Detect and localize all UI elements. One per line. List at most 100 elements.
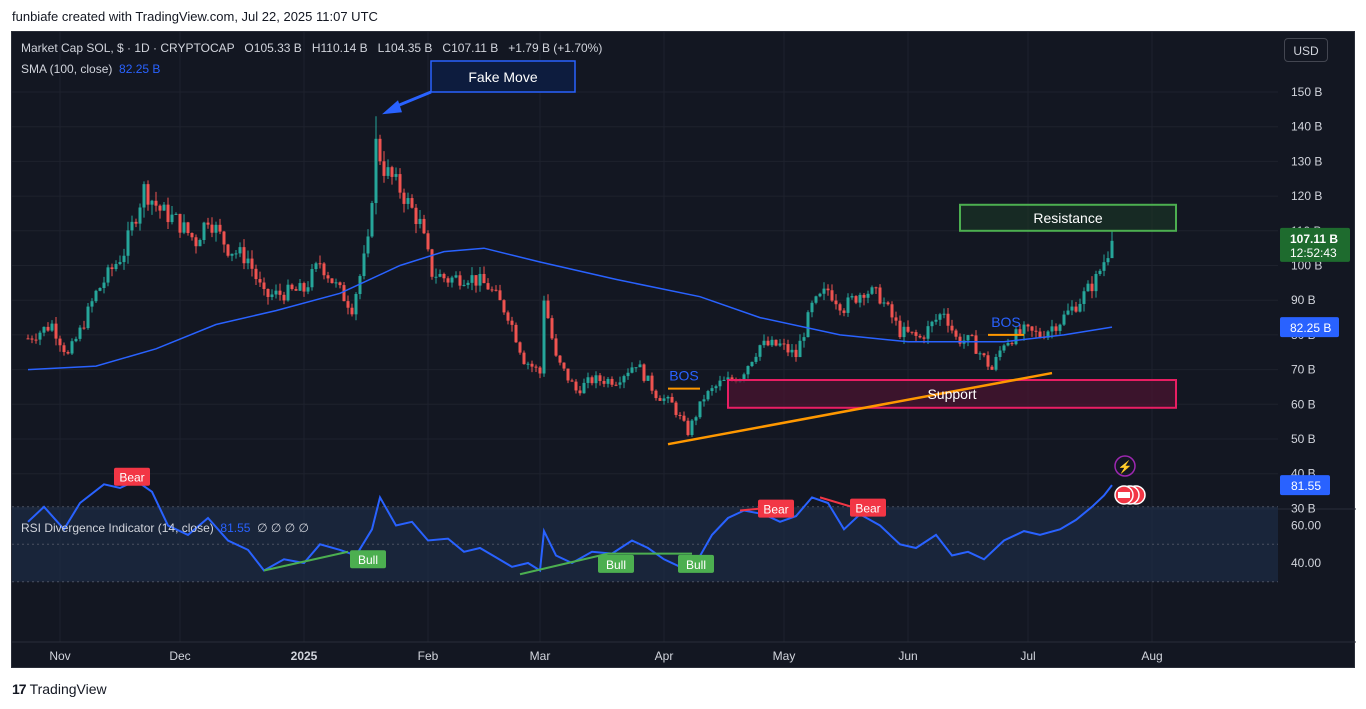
candle-body [566,368,570,381]
candle-body [306,287,310,292]
sma-label: SMA (100, close) [21,62,113,76]
candle-body [362,253,366,277]
chart-frame[interactable]: Resistance Support BOS BOS Fake Move ⚡ 150 B 14… [11,31,1356,669]
candle-body [274,290,278,295]
candle-body [1074,306,1078,312]
candle-body [898,320,902,338]
candle-body [718,380,722,387]
candle-body [326,275,330,279]
candle-body [646,375,650,381]
candle-body [310,269,314,288]
candle-body [514,324,518,343]
candle-body [426,233,430,250]
candle-body [210,224,214,233]
fake-move-box [430,60,576,93]
divergence-text: Bear [855,502,880,516]
candle-body [886,302,890,305]
candle-body [1034,330,1038,332]
candle-body [638,364,642,368]
candle-body [694,417,698,421]
symbol-name: Market Cap SOL, $ · 1D · CRYPTOCAP [21,41,235,55]
candle-body [190,232,194,238]
candle-body [786,344,790,353]
candle-body [958,336,962,344]
divergence-tag [678,554,714,573]
candle-body [714,386,718,389]
candle-body [710,388,714,392]
divergence-tag [350,550,386,569]
candle-body [1002,345,1006,351]
candle-body [270,294,274,297]
candle-body [222,231,226,245]
rsi-tick-label: 60.00 [1291,519,1321,533]
candle-body [50,323,54,331]
candle-body [806,312,810,338]
candle-body [294,289,298,291]
divergence-tag [850,498,886,517]
candle-body [46,326,50,331]
current-price-badge [1280,227,1350,262]
candle-body [1010,343,1014,345]
currency-button[interactable]: USD [1284,38,1328,62]
fake-move-label: Fake Move [468,69,537,85]
price-chart[interactable]: Resistance Support BOS BOS Fake Move ⚡ 150 B 14… [12,32,1356,669]
bull-label: Bull [350,550,386,569]
support-zone [727,379,1177,409]
candle-body [654,390,658,399]
divergence-tag [758,499,794,518]
candle-body [842,310,846,313]
candle-body [174,213,178,215]
candle-body [158,205,162,211]
candle-body [1086,283,1090,292]
candle-body [430,249,434,277]
candle-body [870,287,874,294]
candle-body [74,338,78,342]
sma-legend: SMA (100, close) 82.25 B [21,62,160,76]
time-tick-label: Apr [655,649,674,663]
candle-body [762,340,766,346]
candle-body [862,294,866,298]
candle-body [266,288,270,297]
candle-body [834,300,838,305]
candle-body [934,319,938,322]
candle-body [930,321,934,327]
candle-body [986,355,990,367]
candle-body [510,320,514,325]
candle-body [754,356,758,362]
candle-body [766,340,770,346]
candle-body [466,282,470,285]
candle-body [970,335,974,337]
candle-body [1110,240,1114,259]
candle-body [570,380,574,382]
bull-label: Bull [598,554,634,573]
candle-body [658,398,662,401]
candle-body [538,367,542,374]
candle-body [662,398,666,401]
candle-body [674,402,678,415]
candle-body [1022,324,1026,334]
candle-body [1090,283,1094,292]
candle-body [850,296,854,298]
candle-body [614,384,618,386]
candle-body [154,200,158,206]
candle-body [1018,329,1022,334]
candle-body [810,302,814,313]
price-tick-label: 140 B [1291,120,1322,134]
time-tick-label: May [773,649,796,663]
candle-body [774,339,778,346]
candle-body [830,290,834,301]
divergence-line [263,550,349,572]
time-tick-label: Jul [1020,649,1035,663]
candle-body [286,284,290,301]
candle-body [950,325,954,331]
candle-body [942,313,946,315]
candle-body [114,264,118,270]
candle-body [854,296,858,303]
candle-body [914,332,918,336]
candle-body [558,355,562,363]
candle-body [1054,326,1058,331]
candle-body [798,340,802,358]
divergence-text: Bull [686,558,706,572]
candle-body [926,326,930,339]
